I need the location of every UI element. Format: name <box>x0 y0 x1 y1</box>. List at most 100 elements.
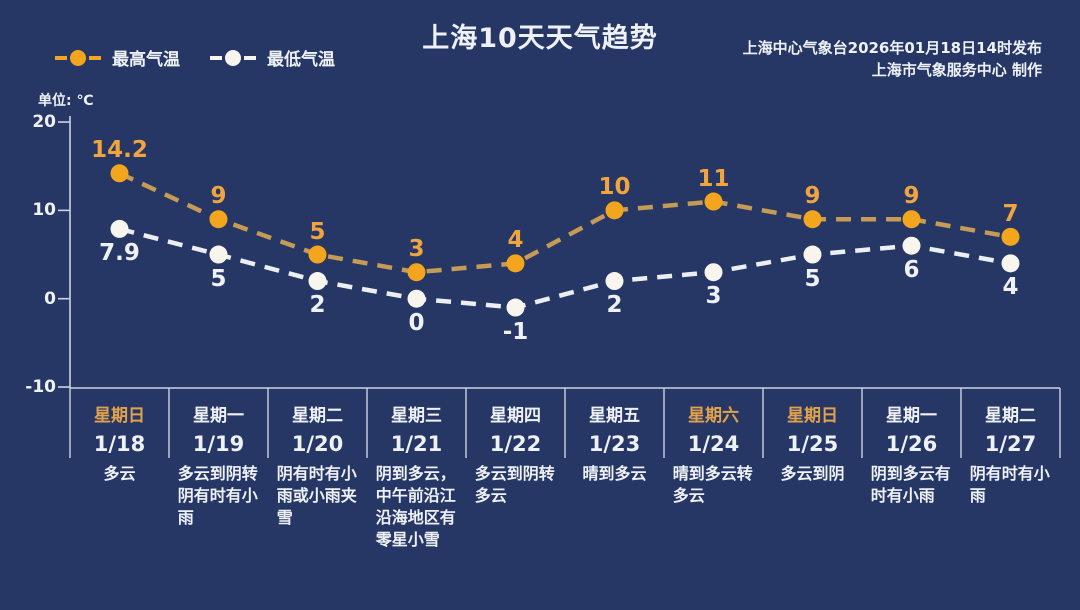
day-cell: 星期四 1/22 <box>466 388 565 458</box>
high-temp-legend-marker-icon <box>55 49 101 66</box>
high-temp-value: 9 <box>804 183 821 210</box>
weekday-label: 星期二 <box>985 406 1036 426</box>
high-temp-point <box>1001 227 1020 246</box>
weekday-label: 星期三 <box>391 406 442 426</box>
day-cell: 星期二 1/20 <box>268 388 367 458</box>
day-cell: 星期六 1/24 <box>664 388 763 458</box>
high-temp-value: 4 <box>507 227 524 254</box>
date-label: 1/19 <box>192 432 245 456</box>
weather-cell: 多云 <box>70 463 169 551</box>
weather-description: 多云 <box>103 464 136 483</box>
high-temp-value: 14.2 <box>91 137 148 164</box>
weather-cell: 多云到阴转阴有时有小雨 <box>169 463 268 551</box>
weather-description: 阴有时有小雨 <box>969 464 1050 505</box>
weekday-label: 星期一 <box>193 406 244 426</box>
high-temp-value: 3 <box>408 236 425 263</box>
high-temp-value: 11 <box>697 165 730 192</box>
high-temp-value: 10 <box>598 174 631 201</box>
legend-label-low-temp: 最低气温 <box>267 50 335 70</box>
high-temp-point <box>209 210 228 229</box>
low-temp-point <box>308 272 327 291</box>
high-temp-point <box>704 192 723 211</box>
high-temp-point <box>902 210 921 229</box>
date-label: 1/21 <box>390 432 443 456</box>
date-label: 1/23 <box>588 432 641 456</box>
day-cell: 星期日 1/18 <box>70 388 169 458</box>
legend-item-high-temp: 最高气温 <box>55 45 180 70</box>
low-temp-value: 7.9 <box>99 239 140 266</box>
weather-cell: 晴到多云转多云 <box>664 463 763 551</box>
low-temp-point <box>110 219 129 238</box>
low-temp-value: -1 <box>502 318 529 345</box>
low-temp-line <box>118 226 1011 310</box>
weather-description: 多云到阴转阴有时有小雨 <box>177 464 258 527</box>
low-temp-point <box>803 245 822 264</box>
day-cell: 星期三 1/21 <box>367 388 466 458</box>
high-temp-point <box>803 210 822 229</box>
weekday-label: 星期日 <box>94 406 145 426</box>
weather-description: 多云到阴转多云 <box>474 464 555 505</box>
high-temp-point <box>605 201 624 220</box>
weather-cell: 多云到阴 <box>763 463 862 551</box>
high-temp-value: 9 <box>210 183 227 210</box>
weather-description: 阴到多云，中午前沿江沿海地区有零星小雪 <box>375 464 456 549</box>
weekday-label: 星期二 <box>292 406 343 426</box>
low-temp-value: 2 <box>309 292 326 319</box>
low-temp-value: 0 <box>408 309 425 336</box>
low-temp-legend-marker-icon <box>210 49 256 66</box>
low-temp-value: 4 <box>1002 274 1019 301</box>
date-label: 1/20 <box>291 432 344 456</box>
day-cell: 星期二 1/27 <box>961 388 1060 458</box>
high-temp-value: 7 <box>1002 200 1019 227</box>
page-title: 上海10天天气趋势 <box>422 23 658 54</box>
weather-cell: 晴到多云 <box>565 463 664 551</box>
day-cell: 星期一 1/19 <box>169 388 268 458</box>
y-axis-tick-label: 20 <box>32 112 56 133</box>
weekday-label: 星期一 <box>886 406 937 426</box>
low-temp-point <box>506 298 525 317</box>
date-label: 1/22 <box>489 432 542 456</box>
weather-cell: 阴到多云有时有小雨 <box>862 463 961 551</box>
high-temp-line <box>118 171 1011 275</box>
high-temp-point <box>110 164 129 183</box>
high-temp-point <box>407 263 426 282</box>
high-temp-value: 5 <box>309 218 326 245</box>
date-label: 1/27 <box>984 432 1037 456</box>
y-axis-tick-label: 0 <box>44 288 56 309</box>
weather-description-row: 多云 多云到阴转阴有时有小雨 阴有时有小雨或小雨夹雪 阴到多云，中午前沿江沿海地区有零… <box>70 463 1060 551</box>
date-label: 1/24 <box>687 432 740 456</box>
low-temp-point <box>1001 254 1020 273</box>
low-temp-point <box>605 272 624 291</box>
weekday-label: 星期四 <box>490 406 541 426</box>
high-temp-value: 9 <box>903 183 920 210</box>
low-temp-value: 6 <box>903 256 920 283</box>
issue-line-2: 上海市气象服务中心 制作 <box>871 61 1042 79</box>
unit-label: 单位: ℃ <box>38 93 94 109</box>
y-axis-tick-label: -10 <box>25 377 56 398</box>
low-temp-point <box>209 245 228 264</box>
high-temp-point <box>506 254 525 273</box>
weather-cell: 阴有时有小雨 <box>961 463 1060 551</box>
low-temp-value: 3 <box>705 283 722 310</box>
day-cell: 星期日 1/25 <box>763 388 862 458</box>
low-temp-value: 5 <box>210 265 227 292</box>
low-temp-value: 2 <box>606 292 623 319</box>
low-temp-point <box>902 236 921 255</box>
day-header-band: 星期日 1/18 星期一 1/19 星期二 1/20 星期三 1/21 星期四 1/22 星期五 1/… <box>70 388 1060 458</box>
issue-info: 上海中心气象台2026年01月18日14时发布 上海市气象服务中心 制作 <box>743 37 1042 81</box>
legend-item-low-temp: 最低气温 <box>210 45 335 70</box>
issue-line-1: 上海中心气象台2026年01月18日14时发布 <box>742 39 1042 57</box>
low-temp-value: 5 <box>804 265 821 292</box>
weather-description: 阴到多云有时有小雨 <box>870 464 951 505</box>
date-label: 1/26 <box>885 432 938 456</box>
weekday-label: 星期五 <box>589 406 640 426</box>
date-label: 1/18 <box>93 432 146 456</box>
day-cell: 星期五 1/23 <box>565 388 664 458</box>
weekday-label: 星期六 <box>688 406 739 426</box>
weekday-label: 星期日 <box>787 406 838 426</box>
weather-description: 阴有时有小雨或小雨夹雪 <box>276 464 357 527</box>
weather-cell: 阴有时有小雨或小雨夹雪 <box>268 463 367 551</box>
weather-description: 多云到阴 <box>780 464 845 483</box>
